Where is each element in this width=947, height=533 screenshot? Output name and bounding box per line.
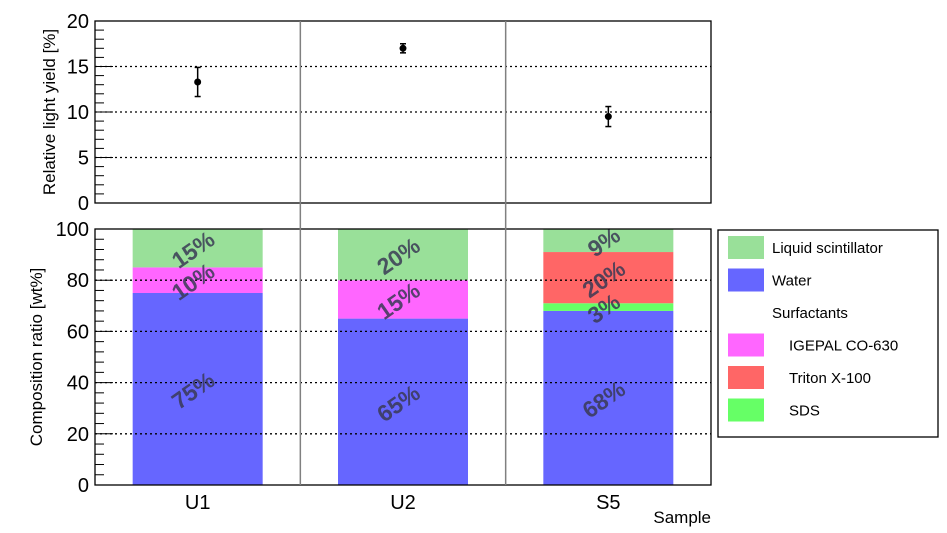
light-yield-panel: 0 5 10 15 20 Relative light yield [%]: [40, 11, 712, 215]
legend-label: Water: [772, 273, 811, 290]
top-plot-frame: [94, 20, 712, 204]
legend-label: IGEPAL CO-630: [789, 338, 898, 355]
legend-swatch: [728, 398, 764, 422]
legend-label: Surfactants: [772, 305, 848, 322]
data-point-u2: [399, 43, 407, 54]
stacked-bar-u2: [338, 229, 468, 485]
legend-swatch: [728, 333, 764, 357]
composition-panel: 75%10%15%65%15%20%68%3%20%9%020406080100…: [27, 219, 712, 527]
y-tick-label: 15: [67, 57, 89, 79]
bar-segment-water: [132, 293, 263, 485]
x-tick-label: U2: [390, 492, 416, 514]
legend-label: Triton X-100: [789, 370, 871, 387]
legend-entry: Triton X-100: [728, 366, 871, 389]
bar-segment-water: [543, 310, 674, 485]
legend-label: Liquid scintillator: [772, 240, 883, 257]
data-point-s5: [604, 105, 612, 128]
bar-segment-igepal-co-630: [338, 280, 468, 319]
y-tick-label: 40: [67, 373, 89, 395]
legend-swatch: [728, 268, 764, 292]
y-axis-label: Relative light yield [%]: [40, 29, 59, 195]
x-tick-label: S5: [596, 492, 620, 514]
y-tick-label: 20: [67, 424, 89, 446]
legend-entry: Surfactants: [772, 305, 848, 322]
x-axis-label: Sample: [653, 508, 711, 527]
y-tick-label: 20: [67, 11, 89, 33]
stacked-bar-u1: [132, 229, 263, 485]
stacked-bar-s5: [543, 229, 674, 485]
y-tick-label: 0: [78, 193, 89, 215]
bar-segment-liquid-scintillator: [338, 229, 468, 281]
bar-segment-sds: [543, 303, 674, 311]
bottom-plot-frame: [94, 228, 712, 486]
bar-segment-water: [338, 318, 468, 485]
bar-segment-liquid-scintillator: [132, 229, 263, 268]
bar-segment-liquid-scintillator: [543, 229, 674, 253]
bar-segment-triton-x-100: [543, 252, 674, 304]
y-tick-label: 100: [56, 219, 89, 241]
y-axis-label: Composition ratio [wt%]: [27, 268, 46, 447]
legend-label: SDS: [789, 403, 820, 420]
legend-entry: SDS: [728, 398, 820, 422]
y-tick-label: 60: [67, 321, 89, 343]
legend-entry: Water: [728, 268, 811, 292]
legend-swatch: [728, 366, 764, 389]
data-marker: [194, 78, 202, 86]
legend-swatch: [728, 236, 764, 259]
legend-entry: IGEPAL CO-630: [728, 333, 898, 357]
legend-entry: Liquid scintillator: [728, 236, 883, 259]
data-point-u1: [194, 66, 202, 98]
y-tick-label: 5: [78, 148, 89, 170]
y-tick-label: 80: [67, 270, 89, 292]
data-marker: [399, 44, 407, 52]
y-tick-label: 10: [67, 102, 89, 124]
data-marker: [604, 113, 612, 121]
y-tick-label: 0: [78, 475, 89, 497]
x-tick-label: U1: [185, 492, 211, 514]
legend: Liquid scintillator Water Surfactants IGEPA…: [717, 229, 939, 438]
